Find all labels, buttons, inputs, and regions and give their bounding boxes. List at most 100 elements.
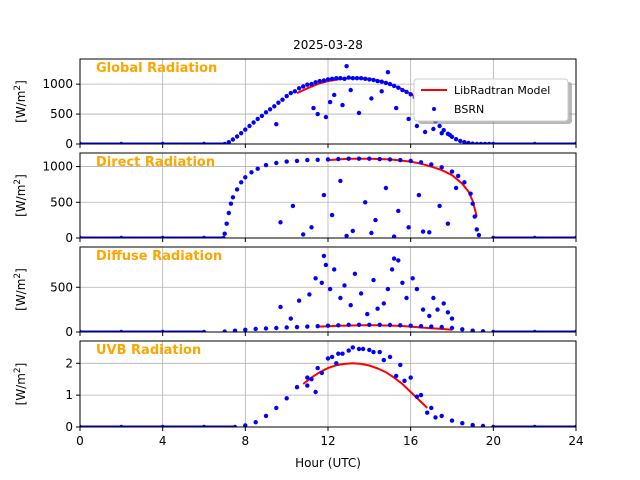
obs-point [369, 96, 374, 101]
obs-point [460, 421, 465, 426]
obs-point [263, 162, 269, 168]
obs-point [346, 348, 351, 353]
obs-point [414, 286, 420, 292]
obs-point [329, 76, 335, 82]
obs-point [377, 322, 382, 327]
obs-point [474, 227, 479, 232]
obs-point [453, 185, 459, 191]
obs-point [381, 301, 386, 306]
obs-point [449, 325, 455, 331]
obs-point [338, 295, 343, 301]
obs-point [350, 228, 355, 234]
obs-point [263, 326, 269, 331]
obs-point [408, 323, 413, 328]
obs-point [453, 137, 459, 142]
obs-point [315, 157, 320, 162]
obs-point [309, 81, 314, 87]
obs-point [228, 201, 234, 206]
obs-point [371, 349, 376, 355]
obs-point [431, 295, 436, 301]
obs-point [449, 316, 455, 321]
obs-point [301, 232, 306, 237]
obs-point [342, 283, 347, 288]
panel-title: Diffuse Radiation [96, 249, 222, 264]
obs-point [462, 140, 467, 144]
y-tick-label: 500 [50, 280, 73, 294]
obs-point [332, 267, 337, 272]
obs-series [80, 345, 576, 427]
x-tick-label: 20 [486, 434, 501, 448]
obs-point [296, 298, 302, 303]
obs-point [381, 357, 386, 363]
obs-point [394, 105, 399, 111]
obs-point [439, 324, 444, 330]
obs-point [288, 316, 293, 321]
obs-point [439, 413, 444, 419]
obs-point [472, 214, 477, 219]
obs-point [224, 221, 229, 226]
obs-point [334, 76, 339, 81]
y-axis-label: [W/m2] [13, 268, 28, 311]
obs-point [321, 78, 327, 83]
obs-point [344, 63, 349, 69]
obs-point [373, 217, 378, 223]
obs-point [449, 169, 455, 174]
obs-point [255, 166, 260, 171]
obs-series [80, 63, 576, 144]
x-tick-label: 16 [403, 434, 418, 448]
obs-point [441, 301, 446, 306]
y-axis-label: [W/m2] [13, 174, 28, 217]
obs-point [427, 230, 432, 235]
obs-point [385, 70, 391, 75]
obs-point [313, 389, 318, 395]
obs-point [410, 276, 415, 281]
obs-point [354, 76, 360, 81]
obs-point [226, 140, 231, 144]
obs-point [391, 83, 397, 89]
y-tick-label: 0 [65, 325, 73, 339]
obs-point [344, 233, 349, 238]
obs-point [259, 113, 265, 119]
obs-point [305, 82, 310, 87]
obs-point [398, 362, 403, 368]
obs-point [383, 185, 389, 191]
obs-point [234, 187, 240, 192]
obs-point [470, 422, 475, 427]
obs-point [309, 377, 314, 382]
obs-point [338, 76, 343, 81]
obs-point [363, 200, 368, 205]
obs-point [379, 89, 384, 94]
obs-point [439, 165, 444, 170]
obs-point [327, 99, 333, 105]
obs-point [230, 137, 236, 142]
legend-box [413, 78, 569, 122]
obs-point [336, 323, 341, 328]
obs-point [418, 392, 424, 398]
y-axis-label: [W/m2] [13, 363, 28, 406]
obs-point [253, 420, 258, 425]
obs-point [470, 328, 475, 332]
obs-point [280, 97, 285, 102]
obs-point [420, 307, 426, 312]
obs-point [422, 129, 428, 135]
obs-point [476, 232, 482, 238]
obs-point [437, 123, 442, 129]
obs-point [394, 373, 399, 379]
obs-point [356, 156, 362, 161]
obs-point [433, 415, 438, 420]
obs-series [80, 156, 576, 238]
obs-point [321, 253, 327, 259]
obs-point [387, 157, 393, 162]
legend-model-label: LibRadtran Model [454, 84, 550, 97]
obs-point [255, 116, 260, 122]
obs-point [329, 212, 335, 218]
obs-point [398, 323, 403, 328]
obs-point [429, 405, 434, 411]
obs-point [371, 277, 376, 283]
obs-point [429, 162, 434, 167]
obs-point [365, 311, 370, 317]
obs-point [325, 157, 331, 162]
obs-point [276, 100, 281, 105]
